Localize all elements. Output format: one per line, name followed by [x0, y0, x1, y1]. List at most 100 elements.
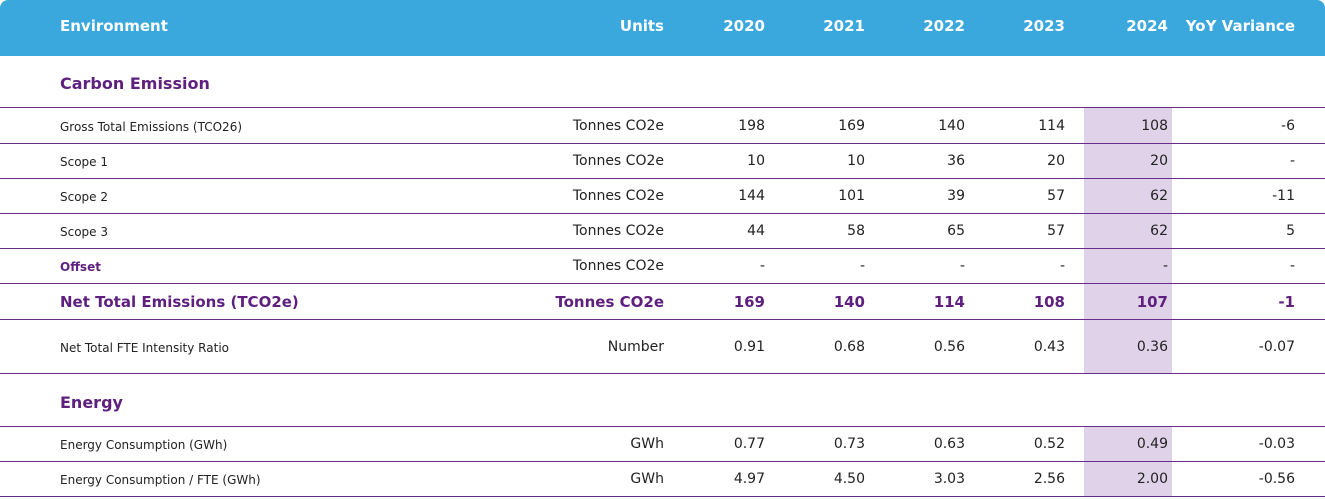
cell-2024: 107	[1136, 293, 1168, 311]
table-row: Offset Tonnes CO2e - - - - - -	[0, 249, 1325, 283]
cell-2022: 36	[947, 153, 965, 169]
header-2024: 2024	[1126, 17, 1168, 35]
row-divider	[0, 213, 1325, 214]
table-row: Scope 3 Tonnes CO2e 44 58 65 57 62 5	[0, 214, 1325, 248]
row-units: GWh	[630, 471, 664, 487]
row-divider	[0, 143, 1325, 144]
cell-2023: 57	[1047, 188, 1065, 204]
table-row: Scope 2 Tonnes CO2e 144 101 39 57 62 -11	[0, 179, 1325, 213]
row-divider	[0, 248, 1325, 249]
row-label: Net Total Emissions (TCO2e)	[60, 293, 299, 311]
header-2022: 2022	[923, 17, 965, 35]
cell-2021: 169	[838, 118, 865, 134]
table-row: Energy Consumption (GWh) GWh 0.77 0.73 0…	[0, 427, 1325, 461]
cell-2022: 3.03	[933, 471, 965, 487]
cell-yoy: 5	[1286, 223, 1295, 239]
row-divider	[0, 373, 1325, 374]
cell-2021: 101	[838, 188, 865, 204]
cell-2022: -	[959, 258, 965, 274]
row-label: Energy Consumption / FTE (GWh)	[60, 473, 261, 487]
highlight-2024-carbon	[1084, 108, 1172, 373]
cell-2024: 62	[1150, 188, 1168, 204]
cell-2021: -	[859, 258, 865, 274]
cell-2020: 10	[747, 153, 765, 169]
header-yoy-variance: YoY Variance	[1185, 17, 1295, 35]
cell-2022: 39	[947, 188, 965, 204]
row-units: Tonnes CO2e	[572, 258, 664, 274]
cell-2020: 44	[747, 223, 765, 239]
row-units: Tonnes CO2e	[555, 293, 664, 311]
row-divider	[0, 496, 1325, 497]
header-2020: 2020	[723, 17, 765, 35]
cell-2023: 2.56	[1033, 471, 1065, 487]
row-label: Net Total FTE Intensity Ratio	[60, 341, 229, 355]
cell-2022: 65	[947, 223, 965, 239]
row-divider	[0, 461, 1325, 462]
cell-yoy: -	[1289, 153, 1295, 169]
cell-2021: 58	[847, 223, 865, 239]
row-label: Gross Total Emissions (TCO26)	[60, 120, 243, 134]
row-divider	[0, 319, 1325, 320]
table-row: Scope 1 Tonnes CO2e 10 10 36 20 20 -	[0, 144, 1325, 178]
row-units: Tonnes CO2e	[572, 223, 664, 239]
cell-2024: -	[1162, 258, 1168, 274]
cell-2021: 10	[847, 153, 865, 169]
row-label: Offset	[60, 260, 101, 274]
cell-2020: 0.91	[733, 339, 765, 355]
cell-yoy: -0.03	[1258, 436, 1295, 452]
cell-yoy: -6	[1281, 118, 1295, 134]
row-divider	[0, 107, 1325, 108]
cell-2021: 4.50	[833, 471, 865, 487]
cell-2021: 0.68	[833, 339, 865, 355]
cell-2024: 62	[1150, 223, 1168, 239]
header-2023: 2023	[1023, 17, 1065, 35]
cell-2022: 114	[933, 293, 965, 311]
cell-2023: 57	[1047, 223, 1065, 239]
cell-yoy: -0.56	[1258, 471, 1295, 487]
row-units: Tonnes CO2e	[572, 153, 664, 169]
cell-2020: 169	[733, 293, 765, 311]
table-header: Environment Units 2020 2021 2022 2023 20…	[0, 0, 1325, 56]
cell-2022: 0.63	[933, 436, 965, 452]
row-units: Tonnes CO2e	[572, 188, 664, 204]
row-units: Number	[607, 339, 664, 355]
cell-2024: 108	[1141, 118, 1168, 134]
cell-2022: 140	[938, 118, 965, 134]
table-row: Net Total FTE Intensity Ratio Number 0.9…	[0, 320, 1325, 373]
header-2021: 2021	[823, 17, 865, 35]
cell-2022: 0.56	[933, 339, 965, 355]
cell-2023: 20	[1047, 153, 1065, 169]
header-units: Units	[619, 17, 664, 35]
cell-2023: 0.43	[1033, 339, 1065, 355]
cell-2024: 0.49	[1136, 436, 1168, 452]
row-divider	[0, 426, 1325, 427]
cell-yoy: -0.07	[1258, 339, 1295, 355]
cell-2023: -	[1059, 258, 1065, 274]
cell-yoy: -	[1289, 258, 1295, 274]
cell-2020: 144	[738, 188, 765, 204]
cell-2020: 4.97	[733, 471, 765, 487]
cell-yoy: -11	[1272, 188, 1295, 204]
row-label: Energy Consumption (GWh)	[60, 438, 228, 452]
section-title-energy: Energy	[60, 393, 123, 412]
row-divider	[0, 178, 1325, 179]
section-title-carbon: Carbon Emission	[60, 74, 210, 93]
cell-2024: 0.36	[1136, 339, 1168, 355]
cell-2020: 198	[738, 118, 765, 134]
table-row: Energy Consumption / FTE (GWh) GWh 4.97 …	[0, 462, 1325, 496]
cell-2023: 0.52	[1033, 436, 1065, 452]
highlight-2024-energy	[1084, 427, 1172, 497]
row-units: Tonnes CO2e	[572, 118, 664, 134]
cell-2021: 0.73	[833, 436, 865, 452]
row-label: Scope 2	[60, 190, 109, 204]
cell-yoy: -1	[1278, 293, 1295, 311]
cell-2023: 114	[1038, 118, 1065, 134]
cell-2024: 2.00	[1136, 471, 1168, 487]
cell-2024: 20	[1150, 153, 1168, 169]
row-divider	[0, 283, 1325, 284]
row-label: Scope 3	[60, 225, 109, 239]
row-units: GWh	[630, 436, 664, 452]
row-label: Scope 1	[60, 155, 109, 169]
cell-2020: -	[759, 258, 765, 274]
